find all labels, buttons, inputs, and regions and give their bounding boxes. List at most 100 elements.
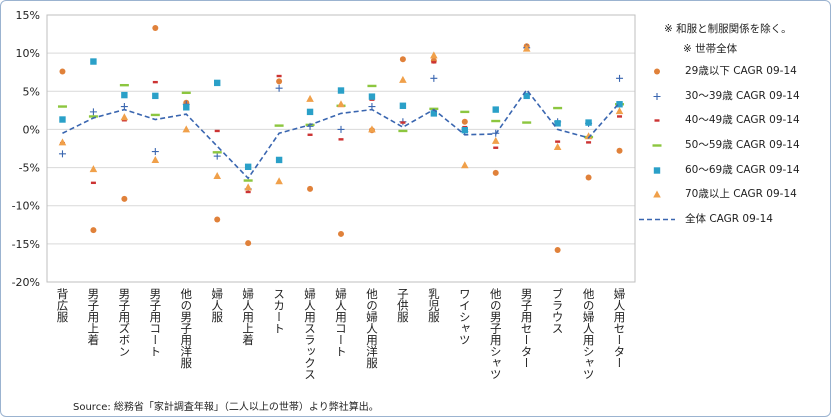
legend-item: 70歳以上 CAGR 09-14	[637, 182, 827, 207]
data-point	[150, 113, 160, 117]
legend-label: 50～59歳 CAGR 09-14	[685, 139, 800, 152]
data-point	[275, 84, 283, 92]
data-point	[58, 150, 66, 158]
x-tick-label: 男子用セーター	[520, 288, 534, 369]
y-tick-label: 15%	[16, 9, 40, 22]
data-point	[461, 126, 468, 134]
gridlines	[46, 14, 636, 283]
legend: ※ 和服と制服関係を除く。 ※ 世帯全体 29歳以下 CAGR 09-14 30～…	[637, 19, 827, 232]
data-point	[275, 156, 283, 164]
plot-border	[46, 14, 636, 283]
legend-label: 30～39歳 CAGR 09-14	[685, 89, 800, 102]
data-point	[306, 94, 314, 102]
x-tick-label: ワイシャツ	[458, 288, 472, 346]
data-point	[431, 61, 437, 64]
data-point	[59, 116, 66, 123]
legend-symbol	[653, 92, 661, 100]
data-point	[214, 216, 221, 223]
data-point	[491, 136, 500, 144]
x-tick-label: 他の男子用洋服	[179, 288, 193, 369]
legend-marker	[653, 92, 661, 100]
data-point	[90, 181, 96, 185]
data-point	[276, 74, 282, 78]
x-tick-label: 他の婦人用洋服	[365, 288, 379, 369]
legend-marker	[653, 190, 661, 198]
data-point	[492, 169, 499, 176]
legend-symbol	[654, 68, 660, 75]
x-tick-label: 婦人用スラックス	[303, 287, 317, 380]
series-6	[58, 44, 624, 191]
data-point	[430, 51, 438, 59]
legend-item: 60～69歳 CAGR 09-14	[637, 158, 827, 183]
data-point	[398, 129, 408, 133]
data-point	[245, 190, 251, 194]
data-point	[151, 148, 159, 156]
legend-marker	[654, 119, 660, 123]
data-point	[616, 74, 624, 82]
x-tick-label: 子供服	[396, 288, 410, 323]
legend-label: 40～49歳 CAGR 09-14	[685, 114, 800, 127]
legend-item: 40～49歳 CAGR 09-14	[637, 108, 827, 133]
legend-symbol	[652, 144, 662, 147]
note-household-all: ※ 世帯全体	[683, 43, 738, 55]
data-point	[244, 183, 252, 191]
x-tick-label: 男子用上着	[86, 288, 100, 346]
legend-marker	[654, 68, 660, 75]
legend-marker	[639, 218, 675, 221]
data-point	[585, 119, 592, 126]
data-point	[616, 147, 623, 154]
legend-marker	[652, 144, 662, 147]
x-tick-label: スカート	[272, 288, 286, 334]
data-point	[584, 132, 593, 140]
data-point	[183, 104, 190, 111]
data-point	[337, 125, 345, 133]
data-point	[89, 108, 97, 116]
data-point	[58, 138, 67, 146]
data-point	[399, 75, 407, 83]
legend-symbol	[653, 167, 661, 174]
y-tick-label: -20%	[12, 276, 40, 289]
data-point	[152, 24, 159, 31]
data-point	[400, 121, 406, 124]
data-point	[337, 87, 345, 94]
data-point	[460, 110, 470, 114]
data-point	[119, 83, 129, 87]
series-line-overall	[62, 88, 621, 180]
data-point	[182, 125, 191, 133]
data-point	[615, 107, 624, 115]
data-point	[367, 84, 377, 88]
x-tick-label: 他の婦人用シャツ	[582, 288, 596, 380]
data-point	[616, 101, 623, 108]
data-point	[214, 129, 220, 133]
data-point	[90, 58, 97, 65]
data-point	[243, 179, 253, 182]
data-point	[152, 80, 158, 84]
data-point	[244, 163, 252, 171]
data-point	[306, 108, 314, 116]
note-exclusion: ※ 和服と制服関係を除く。	[664, 23, 792, 35]
data-point	[120, 113, 129, 121]
y-tick-label: 0%	[23, 123, 40, 136]
legend-item: 50～59歳 CAGR 09-14	[637, 133, 827, 158]
data-point	[59, 68, 66, 75]
y-tick-label: 10%	[16, 47, 40, 60]
data-point	[337, 100, 345, 108]
legend-item: 全体 CAGR 09-14	[637, 207, 827, 232]
data-point	[554, 120, 561, 127]
data-point	[90, 227, 97, 234]
data-point	[492, 106, 499, 113]
data-point	[491, 119, 501, 123]
y-tick-label: 5%	[23, 85, 40, 98]
y-tick-label: -5%	[19, 162, 40, 175]
legend-items: 29歳以下 CAGR 09-14 30～39歳 CAGR 09-14 40～49歳 …	[637, 59, 827, 232]
series-2	[58, 44, 624, 193]
plot-series	[57, 24, 625, 253]
x-axis: 背広服 男子用上着 男子用ズボン 男子用コート 他の男子用洋服 婦人服 婦人用上着 スカート 婦…	[55, 287, 626, 380]
series-5	[59, 58, 623, 171]
data-point	[430, 74, 438, 82]
data-point	[151, 155, 160, 163]
data-point	[399, 56, 406, 63]
data-point	[585, 174, 592, 181]
data-point	[555, 140, 561, 143]
